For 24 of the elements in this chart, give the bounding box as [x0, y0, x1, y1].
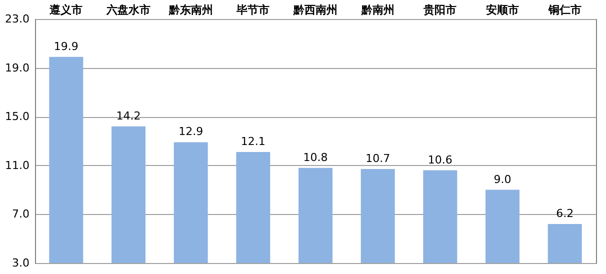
data-label: 12.9 — [178, 125, 204, 138]
y-tick-label: 7.0 — [12, 208, 30, 221]
data-label: 9.0 — [494, 172, 512, 186]
x-tick-label: 黔南州 — [360, 4, 394, 16]
x-tick-label: 铜仁市 — [547, 4, 582, 16]
x-tick-label: 贵阳市 — [422, 4, 457, 16]
y-tick-label: 3.0 — [12, 256, 30, 270]
x-tick-label: 遵义市 — [48, 4, 83, 16]
data-label: 10.6 — [428, 153, 452, 166]
y-tick-label: 19.0 — [5, 61, 30, 74]
data-label: 6.2 — [556, 206, 574, 220]
y-tick-label: 23.0 — [5, 12, 30, 26]
x-tick-label: 六盘水市 — [106, 4, 150, 16]
data-label: 10.7 — [366, 152, 390, 166]
y-tick-label: 11.0 — [5, 158, 30, 172]
data-label: 19.9 — [54, 40, 78, 53]
data-label: 14.2 — [116, 109, 141, 122]
data-label: 10.8 — [303, 150, 328, 164]
y-tick-label: 15.0 — [5, 110, 30, 124]
x-tick-label: 黔东南州 — [168, 4, 213, 16]
x-tick-label: 黔西南州 — [292, 4, 338, 16]
x-tick-label: 安顺市 — [486, 4, 519, 16]
data-label: 12.1 — [240, 134, 266, 148]
x-tick-label: 毕节市 — [236, 4, 270, 16]
